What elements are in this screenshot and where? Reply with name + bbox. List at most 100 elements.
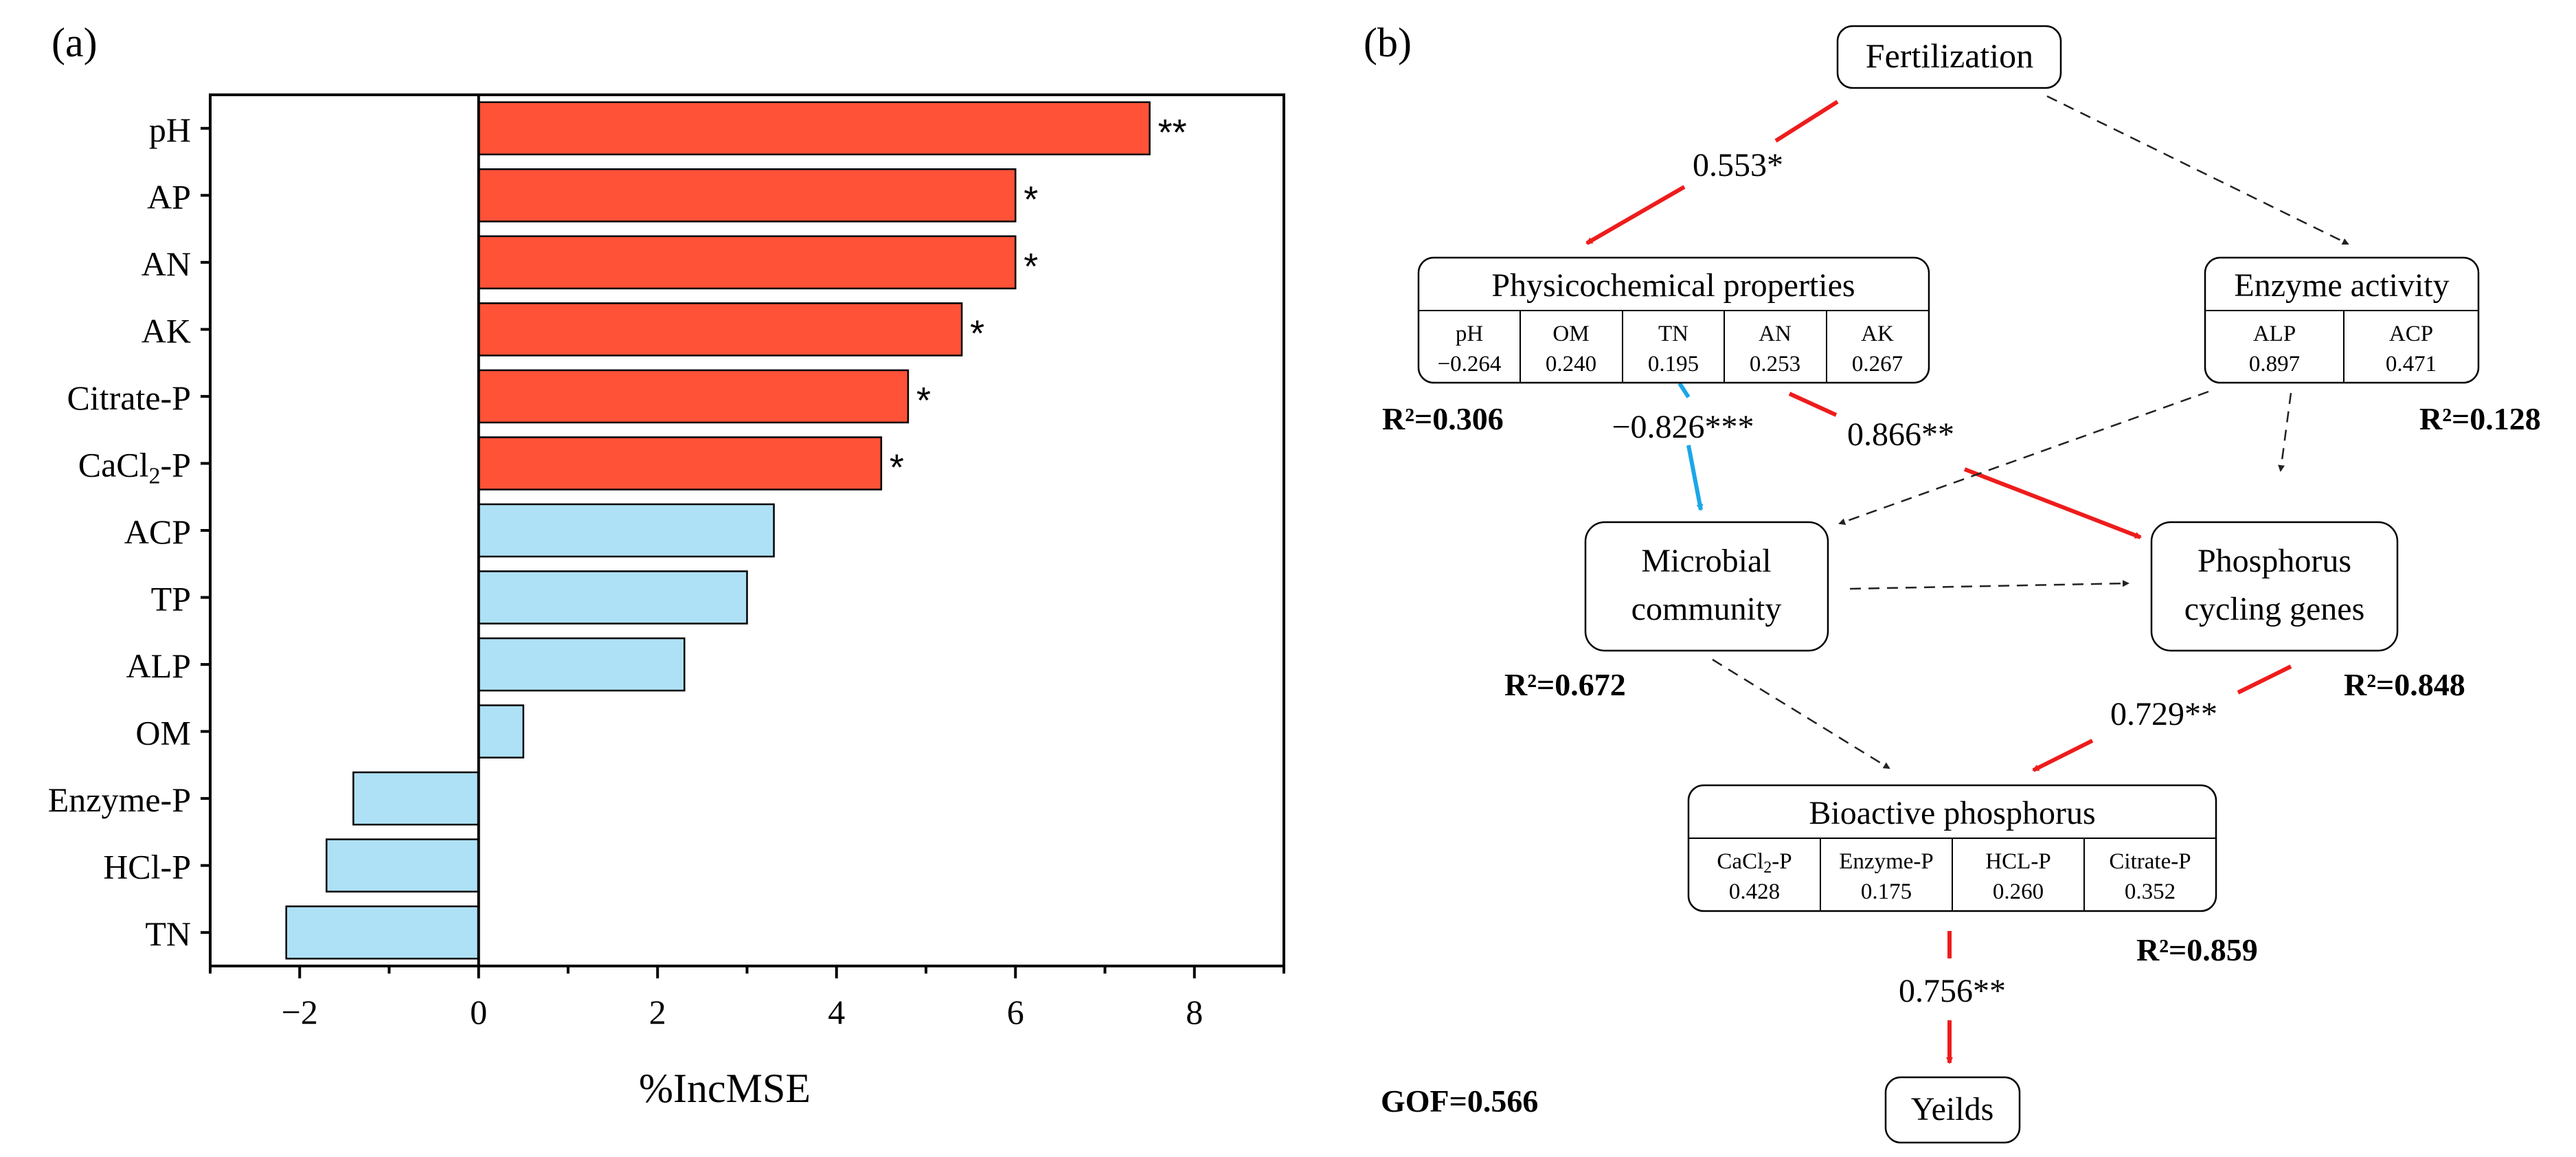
bar <box>477 369 909 424</box>
bar <box>477 101 1151 156</box>
category-label: CaCl2-P <box>78 445 191 488</box>
arrow-physico-microbial-part1 <box>1677 382 1691 398</box>
significance-mark: * <box>890 447 904 488</box>
enzyme-title: Enzyme activity <box>2234 267 2449 304</box>
bar <box>352 771 480 826</box>
sem-path-diagram: Fertilization Physicochemical properties… <box>1381 25 2541 1144</box>
significance-mark: * <box>970 313 984 354</box>
bioactive-col-value: 0.428 <box>1729 879 1780 904</box>
arrow-genes-bioactive <box>2032 739 2094 772</box>
category-label: AN <box>142 245 191 283</box>
category-label: Enzyme-P <box>48 780 191 819</box>
enzyme-col-name: ALP <box>2253 322 2296 346</box>
node-bioactive-phosphorus: Bioactive phosphorus CaCl2-P 0.428 Enzym… <box>1687 784 2217 912</box>
arrow-genes-bioactive-part1 <box>2237 664 2292 695</box>
physico-col-value: −0.264 <box>1438 352 1502 377</box>
enzyme-col-value: 0.897 <box>2249 352 2300 377</box>
coef-physico-microbial: −0.826*** <box>1612 409 1754 445</box>
physico-col-value: 0.240 <box>1546 352 1596 377</box>
bioactive-col-value: 0.175 <box>1861 879 1912 904</box>
genes-label-line1: Phosphorus <box>2197 543 2351 579</box>
arrow-enzyme-microbial <box>1838 390 2209 526</box>
physico-col-name: pH <box>1456 322 1483 346</box>
bioactive-title: Bioactive phosphorus <box>1809 795 2095 831</box>
physico-col-value: 0.267 <box>1852 352 1903 377</box>
r2-enzyme: R²=0.128 <box>2419 401 2541 436</box>
category-label: HCl-P <box>103 848 191 886</box>
x-tick-label: 2 <box>649 993 666 1031</box>
category-label: ACP <box>124 513 191 551</box>
category-label: TN <box>145 914 191 953</box>
coef-genes-bioactive: 0.729** <box>2110 696 2217 732</box>
microbial-label-line2: community <box>1631 591 1782 627</box>
category-label: Citrate-P <box>67 379 191 417</box>
bar <box>326 838 480 892</box>
node-phosphorus-genes <box>2150 521 2399 652</box>
panel-b-label: (b) <box>1364 20 1412 65</box>
x-tick-label: −2 <box>282 993 318 1031</box>
significance-mark: ** <box>1158 112 1187 153</box>
category-label: ALP <box>126 647 191 685</box>
category-label: TP <box>151 580 191 618</box>
bar <box>477 168 1017 223</box>
node-fertilization <box>1836 25 2062 89</box>
arrow-microbial-genes <box>1849 580 2129 590</box>
physico-col-value: 0.195 <box>1648 352 1699 377</box>
enzyme-col-value: 0.471 <box>2386 352 2437 377</box>
physico-col-name: AK <box>1861 322 1894 346</box>
coef-fert-physico: 0.553* <box>1693 147 1783 183</box>
significance-mark: * <box>1024 246 1038 287</box>
arrow-fert-physico-part1 <box>1774 100 1839 143</box>
genes-label-line2: cycling genes <box>2184 591 2365 627</box>
importance-bar-chart: pH ** AP * AN * AK * Citrate-P * CaCl2-P * ACP TP ALP O… <box>48 93 1285 1111</box>
bioactive-col-name: Enzyme-P <box>1839 849 1933 874</box>
gof-value: GOF=0.566 <box>1381 1083 1538 1119</box>
bar <box>477 302 963 357</box>
arrow-enzyme-genes <box>2278 392 2292 472</box>
bar <box>477 704 525 759</box>
significance-mark: * <box>916 380 931 421</box>
bar <box>285 905 479 960</box>
physico-title: Physicochemical properties <box>1491 267 1855 304</box>
microbial-label-line1: Microbial <box>1641 543 1771 579</box>
yields-label: Yeilds <box>1911 1091 1994 1127</box>
arrow-physico-microbial <box>1686 445 1704 511</box>
physico-col-value: 0.253 <box>1750 352 1800 377</box>
node-physicochemical: Physicochemical properties pH −0.264 OM … <box>1417 256 1930 384</box>
arrow-fert-enzyme <box>2046 95 2349 245</box>
bar <box>477 503 775 558</box>
bioactive-col-value: 0.260 <box>1993 879 2044 904</box>
node-microbial-community <box>1584 521 1829 652</box>
x-axis-label: %IncMSE <box>639 1066 811 1111</box>
node-yields <box>1884 1076 2021 1144</box>
bioactive-col-name: HCL-P <box>1985 849 2050 874</box>
bar <box>477 637 686 692</box>
physico-col-name: TN <box>1658 322 1688 346</box>
arrow-fert-physico <box>1585 185 1686 245</box>
coef-bioactive-yields: 0.756** <box>1899 973 2006 1009</box>
r2-genes: R²=0.848 <box>2344 667 2465 702</box>
physico-col-name: AN <box>1759 322 1792 346</box>
r2-bioactive: R²=0.859 <box>2136 932 2258 967</box>
r2-physico: R²=0.306 <box>1382 401 1504 436</box>
category-label: AK <box>142 311 191 350</box>
bioactive-col-name: CaCl2-P <box>1717 849 1792 877</box>
x-tick-label: 8 <box>1186 993 1203 1031</box>
bioactive-col-value: 0.352 <box>2125 879 2176 904</box>
x-tick-label: 4 <box>828 993 845 1031</box>
bioactive-col-name: Citrate-P <box>2109 849 2191 874</box>
category-label: AP <box>147 177 191 216</box>
node-enzyme-activity: Enzyme activity ALP 0.897 ACP 0.471 <box>2204 256 2480 384</box>
enzyme-col-name: ACP <box>2389 322 2433 346</box>
arrow-physico-genes <box>1963 467 2142 539</box>
x-tick-label: 6 <box>1007 993 1024 1031</box>
panel-a-label: (a) <box>52 20 98 65</box>
bar <box>477 235 1017 290</box>
arrow-microbial-bioactive <box>1712 658 1890 770</box>
x-tick-label: 0 <box>470 993 487 1031</box>
coef-physico-genes: 0.866** <box>1847 416 1954 453</box>
bar <box>477 436 883 491</box>
node-fertilization-label: Fertilization <box>1866 36 2033 75</box>
significance-mark: * <box>1024 179 1038 220</box>
